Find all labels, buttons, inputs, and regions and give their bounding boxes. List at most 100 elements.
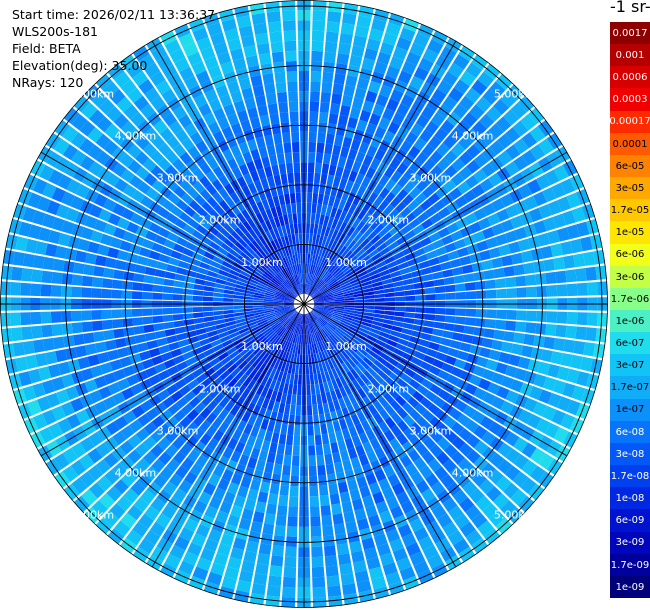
ray-gate xyxy=(287,516,298,527)
ray-gate xyxy=(205,412,218,425)
ray-gate xyxy=(240,330,251,338)
ray-gate xyxy=(443,179,457,193)
ray-gate xyxy=(315,342,321,353)
ray-gate xyxy=(311,556,324,568)
ray-gate xyxy=(227,556,242,570)
ray-gate xyxy=(307,285,313,295)
ray-gate xyxy=(576,371,590,387)
ray-gate xyxy=(310,71,322,82)
ray-gate xyxy=(177,260,190,269)
ray-gate xyxy=(279,484,289,496)
ray-gate xyxy=(360,238,370,248)
ray-gate xyxy=(163,321,175,330)
ray-gate xyxy=(284,403,291,415)
ray-gate xyxy=(162,481,178,496)
ray-gate xyxy=(354,570,370,583)
ray-gate xyxy=(264,134,274,147)
ray-gate xyxy=(332,344,341,354)
ray-gate xyxy=(212,191,224,204)
ray-gate xyxy=(327,473,337,485)
ray-gate xyxy=(443,323,455,332)
ray-gate xyxy=(278,314,288,322)
ray-gate xyxy=(79,138,95,154)
ray-gate xyxy=(349,540,363,553)
ray-gate xyxy=(253,305,264,308)
ray-gate xyxy=(129,243,142,255)
ray-gate xyxy=(310,516,321,527)
ray-gate xyxy=(332,83,344,95)
ray-gate xyxy=(301,273,304,284)
ray-gate xyxy=(273,369,281,381)
ray-gate xyxy=(392,46,408,61)
ray-gate xyxy=(40,311,52,324)
ray-gate xyxy=(262,124,272,137)
ray-gate xyxy=(276,153,285,165)
colorbar-cell: 0.00017 xyxy=(609,110,650,134)
ray-gate xyxy=(226,277,237,284)
ray-gate xyxy=(275,391,283,403)
ray-gate xyxy=(318,235,324,246)
ray-gate xyxy=(291,465,300,477)
ray-gate xyxy=(387,121,401,135)
ray-gate xyxy=(309,287,317,296)
ray-gate xyxy=(372,281,383,288)
ray-gate xyxy=(293,353,298,365)
ray-gate xyxy=(417,23,434,39)
ray-gate xyxy=(243,336,254,344)
ray-gate xyxy=(104,123,120,139)
ray-gate xyxy=(234,241,245,252)
ray-gate xyxy=(183,205,196,218)
ray-gate xyxy=(418,536,434,551)
ray-gate xyxy=(280,392,288,404)
ray-gate xyxy=(352,338,363,347)
ray-gate xyxy=(566,283,578,297)
ray-gate xyxy=(435,186,449,199)
ray-gate xyxy=(175,129,189,143)
ray-gate xyxy=(285,546,297,558)
ray-gate xyxy=(292,312,299,322)
ray-gate xyxy=(8,218,22,235)
ray-gate xyxy=(571,206,586,223)
ray-gate xyxy=(313,306,324,311)
ray-gate xyxy=(187,542,203,557)
ray-gate xyxy=(355,444,366,457)
ray-gate xyxy=(440,474,455,489)
ray-gate xyxy=(192,295,203,301)
ray-gate xyxy=(273,300,284,303)
ray-gate xyxy=(79,471,96,488)
ray-gate xyxy=(550,351,563,365)
ray-gate xyxy=(94,255,107,267)
ray-gate xyxy=(258,543,272,555)
ray-gate xyxy=(213,287,225,294)
ray-gate xyxy=(233,495,246,508)
ray-gate xyxy=(203,348,215,357)
ray-gate xyxy=(257,337,268,346)
ray-gate xyxy=(298,334,302,345)
ray-gate xyxy=(373,313,385,319)
ray-gate xyxy=(376,242,388,253)
ray-gate xyxy=(187,218,200,229)
ray-gate xyxy=(178,429,192,443)
ray-gate xyxy=(354,508,367,521)
ray-gate xyxy=(583,251,596,266)
ray-gate xyxy=(400,94,415,108)
ray-gate xyxy=(576,221,590,237)
ray-gate xyxy=(307,313,313,323)
ray-gate xyxy=(273,463,283,475)
ray-gate xyxy=(361,212,372,224)
ray-gate xyxy=(260,221,269,233)
ray-gate xyxy=(565,269,577,283)
ray-gate xyxy=(126,344,139,356)
ray-gate xyxy=(221,339,233,348)
ray-gate xyxy=(280,423,288,435)
ray-gate xyxy=(119,356,132,368)
ray-gate xyxy=(123,184,137,198)
ray-gate xyxy=(325,133,335,145)
ray-gate xyxy=(269,320,279,327)
ray-gate xyxy=(255,315,266,321)
ray-gate xyxy=(87,241,100,254)
ray-gate xyxy=(362,318,373,324)
ray-gate xyxy=(471,336,484,346)
ray-gate xyxy=(394,291,405,297)
ray-gate xyxy=(448,505,464,521)
